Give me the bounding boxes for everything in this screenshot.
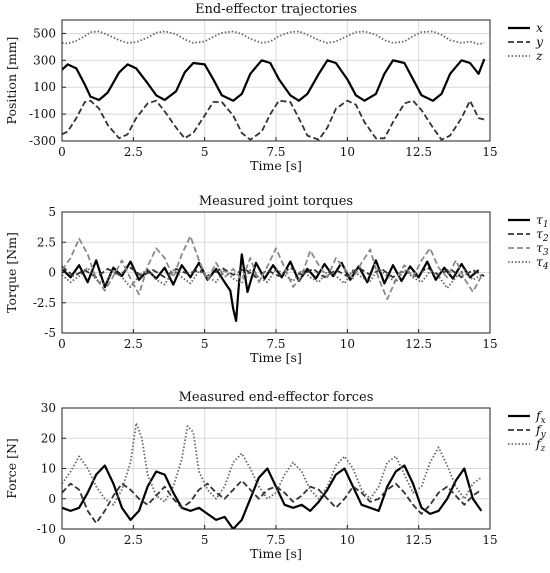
y-tick-label: -5 [44, 326, 56, 340]
x-axis-label: Time [s] [250, 158, 302, 173]
x-tick-label: 5 [201, 533, 209, 547]
y-tick-label: 10 [41, 462, 56, 476]
x-axis-label: Time [s] [250, 546, 302, 561]
legend-label: fz [535, 436, 546, 454]
y-tick-label: -300 [29, 134, 56, 148]
series-line-fz [62, 422, 482, 506]
x-tick-label: 15 [482, 145, 497, 159]
series-line-y [62, 99, 485, 141]
y-tick-label: 2.5 [37, 235, 56, 249]
x-tick-label: 12.5 [405, 337, 432, 351]
x-tick-label: 2.5 [124, 337, 143, 351]
legend-label: τ3 [536, 240, 549, 258]
x-tick-label: 10 [340, 533, 355, 547]
x-tick-label: 5 [201, 337, 209, 351]
chart-title: Measured joint torques [199, 194, 353, 209]
legend: xyz [508, 20, 544, 63]
y-tick-label: 30 [41, 401, 56, 415]
y-tick-label: 300 [33, 53, 56, 67]
chart-1: 0 2.5 5 7.5 10 12.5 15 -300 -100 100 300 500 End-eff… [4, 2, 544, 173]
y-axis-label: Force [N] [4, 438, 19, 499]
y-tick-label: 5 [48, 205, 56, 219]
series-line-τ4 [62, 266, 482, 290]
x-axis-label: Time [s] [250, 350, 302, 365]
y-tick-label: 100 [33, 80, 56, 94]
y-tick-label: 0 [48, 492, 56, 506]
y-axis-label: Torque [Nm] [4, 232, 19, 313]
legend-label: x [536, 20, 543, 35]
x-tick-label: 15 [482, 533, 497, 547]
y-axis-label: Position [mm] [4, 37, 19, 125]
legend-label: y [535, 34, 544, 49]
x-tick-label: 12.5 [405, 145, 432, 159]
y-tick-label: 0 [48, 266, 56, 280]
x-tick-label: 10 [340, 145, 355, 159]
chart-2: 0 2.5 5 7.5 10 12.5 15 -5 -2.5 0 2.5 5 Measured join… [4, 194, 549, 365]
chart-title: End-effector trajectories [195, 2, 357, 17]
legend-label: z [535, 48, 543, 63]
x-tick-label: 7.5 [266, 533, 285, 547]
x-tick-label: 7.5 [266, 145, 285, 159]
legend-label: τ1 [536, 212, 549, 230]
chart-title: Measured end-effector forces [179, 390, 374, 405]
x-tick-label: 2.5 [124, 145, 143, 159]
series-line-fx [62, 464, 483, 529]
x-tick-label: 7.5 [266, 337, 285, 351]
legend-label: τ2 [536, 226, 549, 244]
series-line-τ1 [62, 253, 480, 322]
series-line-τ3 [62, 235, 483, 301]
x-tick-label: 0 [58, 337, 66, 351]
legend-label: fy [535, 422, 547, 440]
series-line-x [62, 58, 486, 102]
x-tick-label: 12.5 [405, 533, 432, 547]
series-line-z [62, 30, 485, 46]
y-tick-label: -100 [29, 107, 56, 121]
x-tick-label: 2.5 [124, 533, 143, 547]
x-tick-label: 5 [201, 145, 209, 159]
y-tick-label: 500 [33, 26, 56, 40]
x-tick-label: 10 [340, 337, 355, 351]
y-tick-label: -2.5 [33, 296, 56, 310]
y-tick-label: 20 [41, 431, 56, 445]
legend-label: fx [535, 408, 546, 426]
series-line-fy [62, 479, 482, 524]
y-tick-label: -10 [37, 522, 56, 536]
x-tick-label: 0 [58, 533, 66, 547]
x-tick-label: 0 [58, 145, 66, 159]
x-tick-label: 15 [482, 337, 497, 351]
legend-label: τ4 [536, 254, 549, 272]
